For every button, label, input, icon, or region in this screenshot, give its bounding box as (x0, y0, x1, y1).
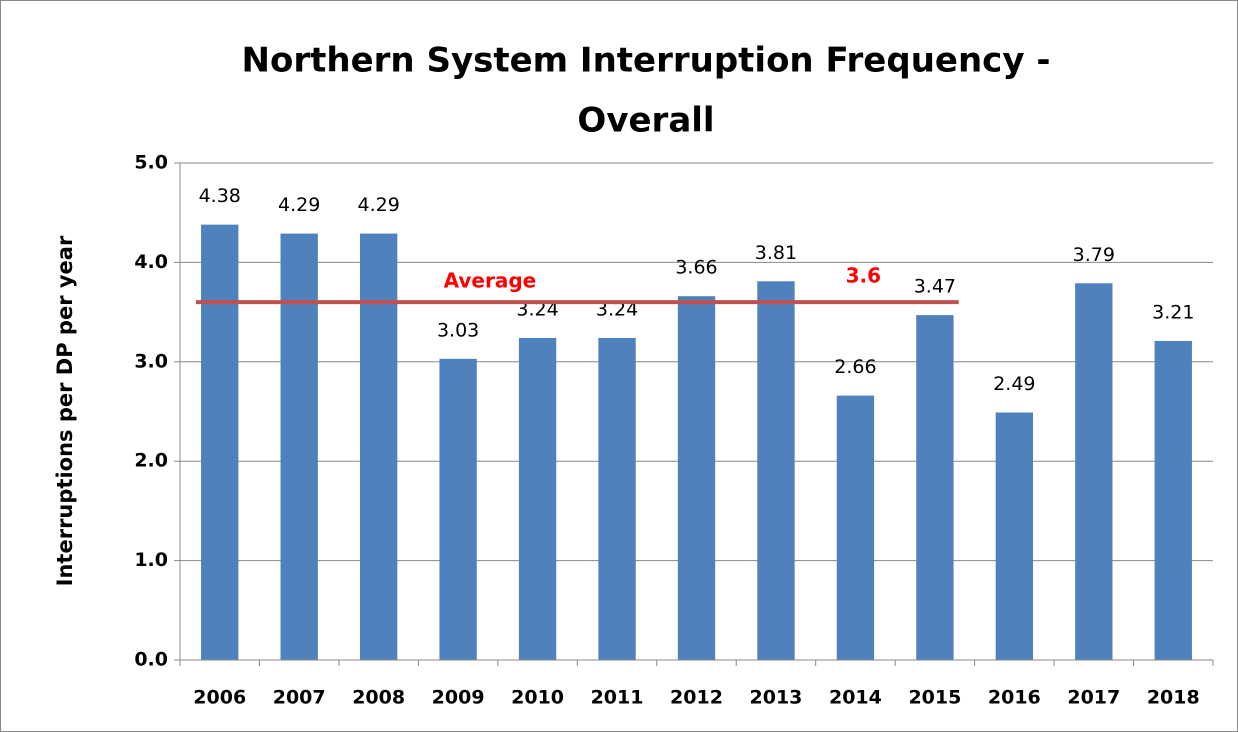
value-label: 3.03 (437, 319, 479, 341)
x-tick-label: 2010 (511, 687, 564, 709)
average-label: Average (444, 269, 537, 293)
x-tick-label: 2018 (1147, 687, 1200, 709)
x-tick-label: 2011 (591, 687, 644, 709)
x-tick-label: 2007 (273, 687, 326, 709)
x-tick-label: 2016 (988, 687, 1041, 709)
bar (518, 337, 557, 660)
bar (916, 315, 954, 660)
value-label: 2.66 (834, 356, 876, 378)
y-tick-label: 0.0 (134, 649, 168, 671)
value-label: 4.38 (199, 185, 241, 207)
x-tick-label: 2006 (193, 687, 246, 709)
y-axis-label: Interruptions per DP per year (53, 235, 77, 586)
bar (201, 224, 239, 661)
value-label: 4.29 (357, 194, 399, 216)
x-tick-label: 2009 (432, 687, 485, 709)
x-tick-label: 2014 (829, 687, 882, 709)
y-tick-label: 3.0 (134, 350, 168, 372)
value-label: 3.47 (914, 276, 956, 298)
bar (280, 233, 318, 660)
x-tick-label: 2017 (1067, 687, 1120, 709)
chart-title: Northern System Interruption Frequency - (242, 41, 1051, 81)
average-value: 3.6 (846, 264, 881, 288)
value-label: 4.29 (278, 194, 320, 216)
y-tick-label: 5.0 (134, 152, 168, 174)
value-label: 3.21 (1152, 301, 1194, 323)
y-tick-label: 2.0 (134, 450, 168, 472)
bar (836, 395, 875, 660)
bar (677, 296, 716, 660)
value-label: 3.79 (1073, 244, 1115, 266)
y-tick-label: 4.0 (134, 251, 168, 273)
bar (439, 358, 477, 660)
bar (995, 412, 1034, 660)
value-label: 2.49 (993, 373, 1035, 395)
bar (359, 233, 398, 660)
bar (757, 281, 795, 660)
bar (1075, 283, 1113, 660)
value-label: 3.66 (675, 257, 717, 279)
x-tick-label: 2015 (908, 687, 961, 709)
x-tick-label: 2013 (750, 687, 803, 709)
bar (1154, 340, 1192, 660)
x-tick-label: 2012 (670, 687, 723, 709)
chart-title: Overall (577, 101, 714, 141)
value-label: 3.81 (755, 242, 797, 264)
y-tick-label: 1.0 (134, 549, 168, 571)
x-tick-label: 2008 (352, 687, 405, 709)
bar (598, 337, 636, 660)
